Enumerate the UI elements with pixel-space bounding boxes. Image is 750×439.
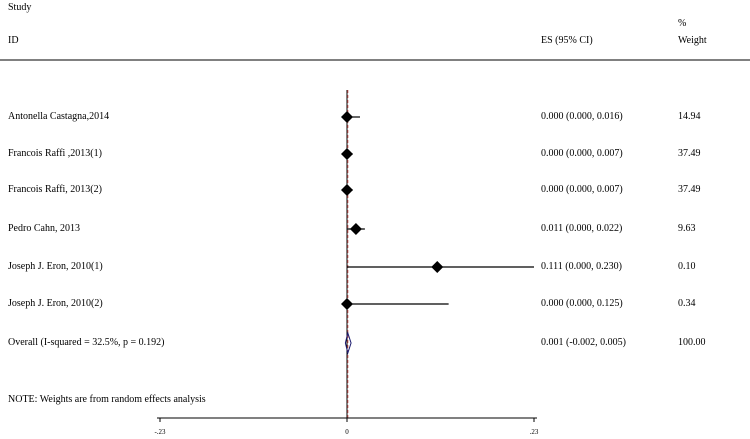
study-id: Joseph J. Eron, 2010(2) xyxy=(8,298,103,309)
effect-marker xyxy=(341,148,353,160)
effect-marker xyxy=(341,111,353,123)
study-ci: 0.000 (0.000, 0.007) xyxy=(541,184,623,195)
effect-marker xyxy=(349,223,362,235)
study-ci: 0.011 (0.000, 0.022) xyxy=(541,223,623,234)
weight-percent-header: % xyxy=(678,18,687,29)
x-axis-tick-label: .23 xyxy=(530,428,539,436)
study-weight: 37.49 xyxy=(678,184,701,195)
overall-ci: 0.001 (-0.002, 0.005) xyxy=(541,337,626,348)
study-id: Francois Raffi ,2013(1) xyxy=(8,148,102,159)
x-axis-tick-label: -.23 xyxy=(154,428,166,436)
overall-id: Overall (I-squared = 32.5%, p = 0.192) xyxy=(8,337,165,348)
study-id: Pedro Cahn, 2013 xyxy=(8,223,80,234)
study-ci: 0.000 (0.000, 0.007) xyxy=(541,148,623,159)
effect-marker xyxy=(341,298,353,310)
id-header: ID xyxy=(8,35,19,46)
study-ci: 0.111 (0.000, 0.230) xyxy=(541,261,622,272)
study-weight: 37.49 xyxy=(678,148,701,159)
study-id: Antonella Castagna,2014 xyxy=(8,111,110,122)
study-weight: 9.63 xyxy=(678,223,696,234)
es-header: ES (95% CI) xyxy=(541,35,593,46)
effect-marker xyxy=(341,184,353,196)
study-ci: 0.000 (0.000, 0.016) xyxy=(541,111,623,122)
study-weight: 14.94 xyxy=(678,111,701,122)
study-weight: 0.34 xyxy=(678,298,696,309)
study-ci: 0.000 (0.000, 0.125) xyxy=(541,298,623,309)
note-text: NOTE: Weights are from random effects an… xyxy=(8,394,206,405)
weight-header: Weight xyxy=(678,35,707,46)
study-id: Joseph J. Eron, 2010(1) xyxy=(8,261,103,272)
effect-marker xyxy=(431,261,444,273)
study-header: Study xyxy=(8,2,32,13)
study-id: Francois Raffi, 2013(2) xyxy=(8,184,102,195)
x-axis-tick-label: 0 xyxy=(345,428,349,436)
study-weight: 0.10 xyxy=(678,261,696,272)
overall-weight: 100.00 xyxy=(678,337,706,348)
overall-diamond xyxy=(344,331,352,355)
